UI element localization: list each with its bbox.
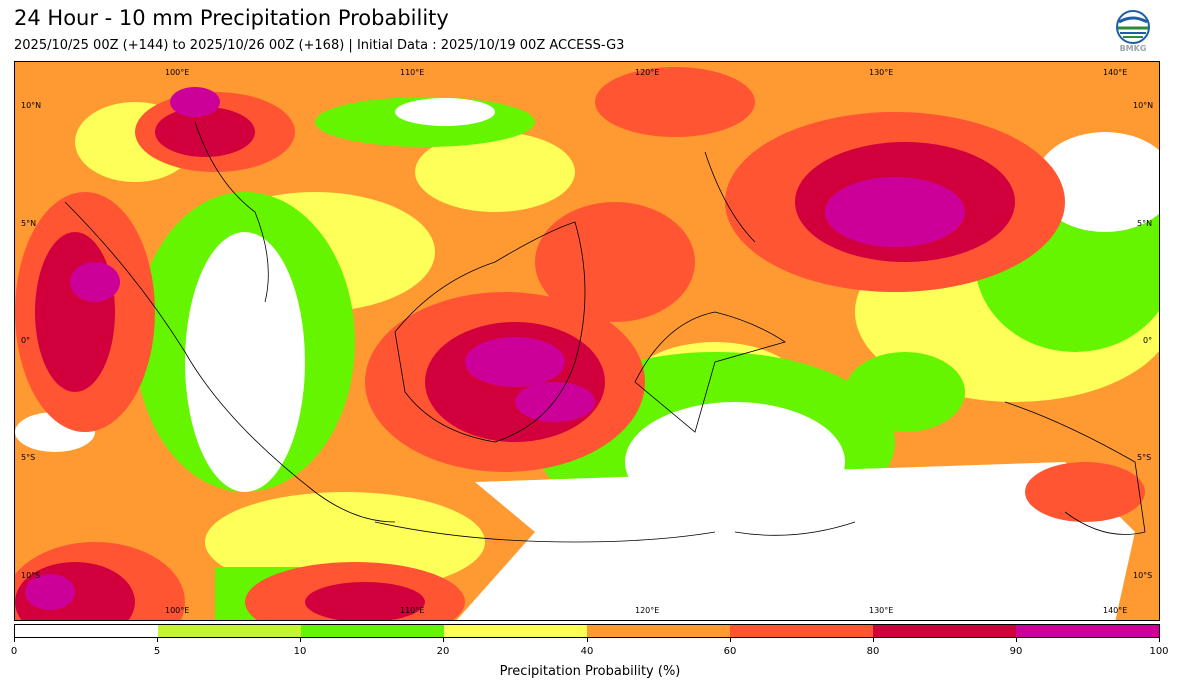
lat-label-right: 10°N	[1133, 101, 1154, 110]
lat-label-left: 10°N	[21, 101, 42, 110]
precipitation-map: 100°E 110°E 120°E 130°E 140°E 100°E 110°…	[14, 61, 1160, 621]
colorbar-tick-label: 0	[10, 646, 18, 657]
colorbar-segment	[873, 625, 1016, 637]
lon-label-top: 140°E	[1103, 68, 1128, 77]
lat-label-right: 0°	[1143, 336, 1153, 345]
field-magenta	[25, 87, 965, 610]
coastlines	[64, 121, 1146, 543]
colorbar-tick-label: 5	[153, 646, 161, 657]
chart-title: 24 Hour - 10 mm Precipitation Probabilit…	[14, 6, 449, 30]
colorbar-tick-label: 40	[580, 646, 594, 657]
probability-field	[15, 62, 1159, 620]
lat-label-right: 10°S	[1133, 571, 1153, 580]
lat-label-left: 5°N	[21, 219, 37, 228]
colorbar-tick-label: 100	[1149, 646, 1169, 657]
colorbar-segment	[15, 625, 158, 637]
lon-label-top: 100°E	[165, 68, 190, 77]
colorbar-segment	[587, 625, 730, 637]
chart-subtitle: 2025/10/25 00Z (+144) to 2025/10/26 00Z …	[14, 38, 625, 53]
colorbar-tickmark	[300, 638, 301, 642]
colorbar-axis-label: Precipitation Probability (%)	[499, 664, 681, 679]
colorbar-segment	[158, 625, 301, 637]
colorbar	[14, 624, 1160, 638]
colorbar-tickmark	[1016, 638, 1017, 642]
colorbar-segment	[1016, 625, 1159, 637]
colorbar-tickmark	[14, 638, 15, 642]
colorbar-tickmark	[157, 638, 158, 642]
colorbar-tick-label: 90	[1009, 646, 1023, 657]
lat-label-right: 5°N	[1137, 219, 1153, 228]
colorbar-tickmark	[443, 638, 444, 642]
colorbar-tick-label: 20	[436, 646, 450, 657]
lon-label-top: 130°E	[869, 68, 894, 77]
lon-label-bottom: 110°E	[400, 606, 425, 615]
colorbar-tickmark	[1159, 638, 1160, 642]
field-white	[15, 98, 1159, 620]
colorbar-tick-label: 80	[866, 646, 880, 657]
colorbar-segment	[444, 625, 587, 637]
colorbar-tickmark	[730, 638, 731, 642]
lon-label-bottom: 130°E	[869, 606, 894, 615]
colorbar-tick-label: 10	[293, 646, 307, 657]
logo-text: BMKG	[1119, 44, 1147, 53]
lat-label-right: 5°S	[1137, 453, 1152, 462]
colorbar-tickmark	[587, 638, 588, 642]
colorbar-segment	[730, 625, 873, 637]
lon-label-bottom: 120°E	[635, 606, 660, 615]
lon-label-top: 110°E	[400, 68, 425, 77]
lat-label-left: 0°	[21, 336, 31, 345]
lat-label-left: 10°S	[21, 571, 41, 580]
lon-label-top: 120°E	[635, 68, 660, 77]
lon-label-bottom: 140°E	[1103, 606, 1128, 615]
colorbar-tick-label: 60	[723, 646, 737, 657]
colorbar-segment	[301, 625, 444, 637]
colorbar-tickmark	[873, 638, 874, 642]
bmkg-logo-icon	[1114, 10, 1152, 56]
lon-label-bottom: 100°E	[165, 606, 190, 615]
lat-label-left: 5°S	[21, 453, 36, 462]
